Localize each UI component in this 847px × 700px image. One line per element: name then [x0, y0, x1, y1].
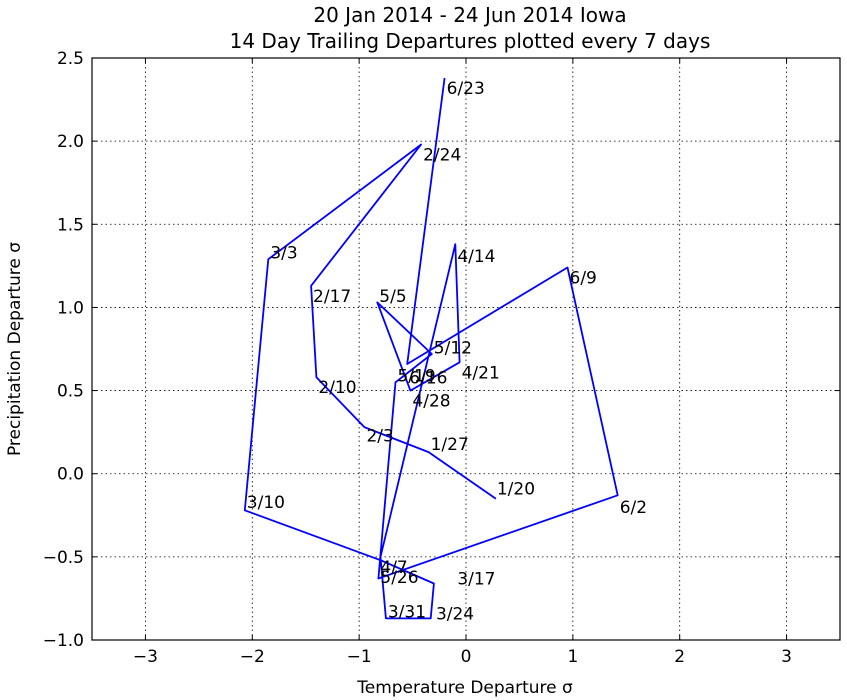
point-label: 6/16 [409, 368, 447, 388]
point-label: 2/10 [318, 378, 356, 398]
point-label: 2/24 [423, 145, 461, 165]
point-label: 4/28 [412, 392, 450, 412]
x-axis-label: Temperature Departure σ [356, 678, 573, 698]
x-tick-label: −2 [240, 647, 265, 667]
point-label: 4/21 [462, 363, 500, 383]
trajectory-line [243, 77, 619, 620]
x-tick-label: −3 [133, 647, 158, 667]
chart-subtitle: 14 Day Trailing Departures plotted every… [230, 29, 711, 53]
point-label: 3/17 [457, 569, 495, 589]
x-tick-label: −1 [347, 647, 372, 667]
y-tick-label: 2.5 [57, 49, 84, 69]
point-label: 6/9 [570, 268, 597, 288]
point-label: 3/24 [436, 604, 474, 624]
x-tick-label: 0 [461, 647, 472, 667]
point-label: 3/3 [270, 244, 297, 264]
point-label: 5/26 [380, 568, 418, 588]
point-label: 4/7 [380, 558, 407, 578]
y-tick-label: −1.0 [43, 631, 84, 651]
x-tick-label: 3 [781, 647, 792, 667]
point-label: 2/3 [366, 426, 393, 446]
x-tick-label: 2 [674, 647, 685, 667]
series-line [243, 77, 619, 620]
y-tick-label: 1.0 [57, 298, 84, 318]
point-label: 3/31 [388, 603, 426, 623]
point-label: 4/14 [457, 247, 495, 267]
point-label: 1/27 [431, 435, 469, 455]
point-label: 2/17 [313, 287, 351, 307]
point-labels: 1/20 1/27 2/3 2/10 2/17 2/24 3/3 3/10 3/17 3/24 3/… [247, 79, 647, 624]
y-tick-label: 0.0 [57, 465, 84, 485]
y-tick-label: 2.0 [57, 132, 84, 152]
y-tick-label: 1.5 [57, 215, 84, 235]
x-tick-label: 1 [567, 647, 578, 667]
point-label: 5/5 [379, 287, 406, 307]
point-label: 3/10 [247, 493, 285, 513]
y-axis-label: Precipitation Departure σ [5, 242, 25, 456]
point-label: 6/2 [620, 498, 647, 518]
point-label: 1/20 [497, 480, 535, 500]
y-tick-label: −0.5 [43, 548, 84, 568]
point-label: 5/19 [397, 367, 435, 387]
y-tick-label: 0.5 [57, 382, 84, 402]
chart-title: 20 Jan 2014 - 24 Jun 2014 Iowa [313, 3, 626, 27]
axis-ticks: −3 −2 −1 0 1 2 3 −1.0 −0.5 0.0 0.5 1.0 1.5 2.0 2.5 [43, 49, 840, 667]
point-label: 6/23 [447, 79, 485, 99]
point-label: 5/12 [434, 338, 472, 358]
